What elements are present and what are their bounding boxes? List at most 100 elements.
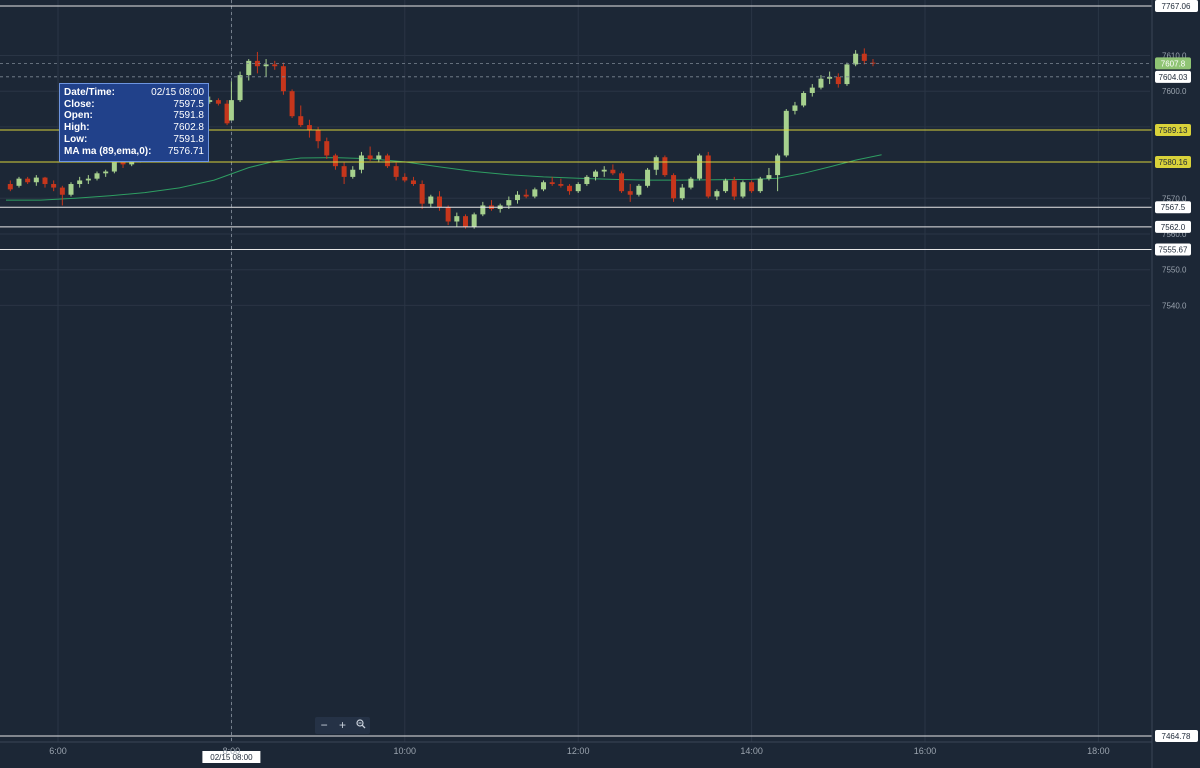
candle-down bbox=[254, 51, 260, 74]
candle-body bbox=[402, 176, 408, 181]
candle-body bbox=[436, 196, 442, 208]
zoom-in-button[interactable]: + bbox=[338, 718, 346, 732]
candle-down bbox=[662, 155, 668, 177]
candle-up bbox=[358, 151, 364, 174]
candle-body bbox=[298, 116, 304, 126]
candle-body bbox=[506, 200, 512, 206]
magnifier-icon bbox=[356, 719, 366, 729]
candle-down bbox=[324, 137, 330, 160]
candle-body bbox=[697, 155, 703, 179]
candle-up bbox=[636, 184, 642, 197]
price-axis-panel[interactable] bbox=[1152, 0, 1200, 768]
candle-body bbox=[272, 64, 278, 67]
candle-down bbox=[627, 184, 633, 202]
candle-body bbox=[575, 184, 581, 192]
candle-down bbox=[419, 180, 425, 210]
candle-down bbox=[749, 180, 755, 193]
candle-body bbox=[653, 157, 659, 170]
candle-body bbox=[419, 184, 425, 204]
y-tick-label: 7550.0 bbox=[1162, 266, 1187, 275]
candle-down bbox=[224, 100, 230, 126]
y-tick-label: 7540.0 bbox=[1162, 301, 1187, 310]
candle-body bbox=[462, 216, 468, 227]
candle-body bbox=[237, 75, 243, 101]
candle-body bbox=[723, 180, 729, 192]
zoom-out-button[interactable]: − bbox=[320, 718, 328, 732]
candle-body bbox=[445, 207, 451, 222]
x-tick-label: 12:00 bbox=[567, 746, 590, 756]
candle-body bbox=[263, 64, 269, 67]
tooltip-value: 02/15 08:00 bbox=[151, 87, 204, 98]
candle-body bbox=[94, 173, 100, 179]
candle-body bbox=[593, 171, 599, 177]
tooltip-label: Open: bbox=[64, 110, 93, 122]
zoom-reset-button[interactable] bbox=[353, 717, 369, 734]
candle-body bbox=[731, 180, 737, 197]
candle-body bbox=[818, 78, 824, 88]
tooltip-row-high: High: 7602.8 bbox=[64, 122, 204, 134]
candle-up bbox=[103, 169, 109, 177]
candle-body bbox=[480, 205, 486, 215]
candle-body bbox=[775, 155, 781, 176]
candle-down bbox=[567, 184, 573, 195]
candle-down bbox=[558, 178, 564, 188]
zoom-controls: − + bbox=[315, 717, 370, 734]
candle-down bbox=[215, 98, 221, 106]
candle-body bbox=[549, 182, 555, 185]
candle-body bbox=[215, 100, 221, 104]
level-label-box bbox=[1155, 243, 1191, 256]
candle-body bbox=[246, 60, 252, 76]
tooltip-row-datetime: Date/Time: 02/15 08:00 bbox=[64, 87, 204, 99]
candle-down bbox=[835, 73, 841, 88]
level-label-box bbox=[1155, 201, 1191, 214]
candle-up bbox=[697, 153, 703, 181]
level-label: 7567.5 bbox=[1161, 203, 1186, 212]
candle-body bbox=[111, 160, 117, 172]
crosshair-time-label: 02/15 08:00 bbox=[210, 753, 253, 762]
y-tick-label: 7610.0 bbox=[1162, 52, 1187, 61]
candle-up bbox=[350, 166, 356, 179]
candle-up bbox=[714, 189, 720, 201]
candle-up bbox=[541, 180, 547, 192]
candle-body bbox=[627, 191, 633, 195]
candle-down bbox=[289, 89, 295, 118]
candle-up bbox=[428, 194, 434, 208]
level-label: 7580.16 bbox=[1159, 158, 1188, 167]
candle-body bbox=[280, 66, 286, 92]
x-tick-label: 18:00 bbox=[1087, 746, 1110, 756]
candle-body bbox=[471, 214, 477, 227]
x-tick-label: 6:00 bbox=[49, 746, 67, 756]
candle-body bbox=[16, 178, 22, 186]
candle-body bbox=[532, 189, 538, 197]
candle-body bbox=[714, 191, 720, 197]
candle-up bbox=[645, 167, 651, 188]
candle-body bbox=[25, 178, 31, 183]
candle-body bbox=[610, 169, 616, 174]
x-tick-label: 8:00 bbox=[223, 746, 241, 756]
candle-body bbox=[384, 155, 390, 167]
candle-up bbox=[801, 91, 807, 108]
candle-down bbox=[367, 146, 373, 161]
candle-up bbox=[723, 178, 729, 193]
candle-body bbox=[783, 110, 789, 156]
candle-body bbox=[827, 76, 833, 79]
candle-body bbox=[515, 194, 521, 201]
tooltip-row-close: Close: 7597.5 bbox=[64, 99, 204, 111]
candle-body bbox=[33, 177, 39, 183]
level-label-box bbox=[1155, 220, 1191, 233]
candle-body bbox=[51, 184, 57, 188]
candle-body bbox=[749, 182, 755, 192]
last-price-label: 7607.8 bbox=[1161, 59, 1186, 68]
candle-up bbox=[94, 171, 100, 181]
candle-down bbox=[7, 180, 13, 192]
candle-down bbox=[610, 164, 616, 176]
tooltip-label: High: bbox=[64, 122, 90, 134]
candle-body bbox=[844, 64, 850, 85]
candle-body bbox=[7, 184, 13, 190]
x-tick-label: 10:00 bbox=[394, 746, 417, 756]
candle-down bbox=[384, 153, 390, 168]
candle-body bbox=[558, 184, 564, 186]
horizontal-levels[interactable] bbox=[0, 5, 1152, 737]
